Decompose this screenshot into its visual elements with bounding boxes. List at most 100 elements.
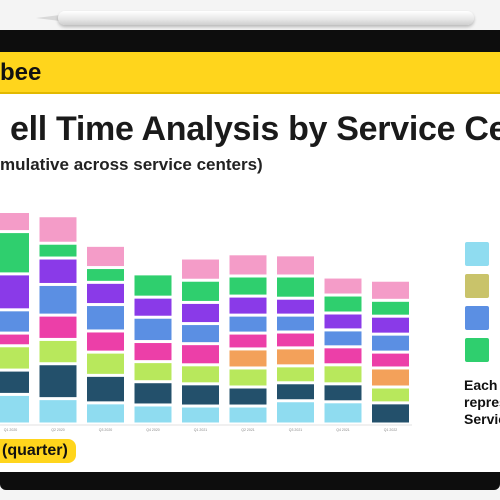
bar-segment <box>87 246 124 267</box>
legend-swatch <box>465 338 489 362</box>
bar-segment <box>372 404 409 423</box>
slide-subtitle: mulative across service centers) <box>0 155 263 174</box>
stylus <box>58 11 474 25</box>
bar-segment <box>182 345 219 364</box>
x-tick-label: Q3 2021 <box>289 428 302 432</box>
bar-segment <box>324 278 362 294</box>
bar-segment <box>182 366 219 383</box>
stylus-tip <box>36 15 60 21</box>
bar-segment <box>277 367 314 382</box>
bar-segment <box>229 297 267 314</box>
bar-segment <box>0 371 29 393</box>
bar-segment <box>229 369 267 386</box>
legend-swatch <box>465 306 489 330</box>
legend-swatch <box>465 242 489 266</box>
bar-segment <box>324 348 362 364</box>
presentation-slide: bee ell Time Analysis by Service Ce mula… <box>0 52 500 472</box>
bar-segment <box>182 281 219 301</box>
legend-note: Each c repres Servic <box>464 377 500 428</box>
bar-segment <box>39 259 77 283</box>
bar-segment <box>372 353 409 367</box>
bar-segment <box>39 340 77 363</box>
bar-segment <box>0 347 29 369</box>
bar-segment <box>324 385 362 401</box>
bar-segment <box>182 259 219 279</box>
bar-segment <box>372 335 409 351</box>
bar-segment <box>229 388 267 405</box>
bar-segment <box>134 275 172 296</box>
bar-segment <box>87 269 124 281</box>
bar-segment <box>0 311 29 332</box>
bar-segment <box>372 388 409 402</box>
header-bar: bee <box>0 52 500 94</box>
slide-title: ell Time Analysis by Service Ce <box>10 110 500 148</box>
x-tick-label: Q4 2021 <box>336 428 349 432</box>
bar-segment <box>372 281 409 299</box>
brand-name: bee <box>0 59 42 86</box>
legend-note-line-3: Servic <box>464 411 500 427</box>
bar-segment <box>0 275 29 309</box>
bar-segment <box>39 217 77 242</box>
x-tick-label: Q1 2022 <box>384 428 397 432</box>
bar-segment <box>277 256 314 275</box>
bar-segment <box>87 376 124 402</box>
bar-segment <box>324 366 362 383</box>
bar-segment <box>182 303 219 323</box>
bar-segment <box>87 283 124 304</box>
bar-segment <box>277 349 314 365</box>
bar-segment <box>229 407 267 423</box>
bar-segment <box>229 277 267 295</box>
bar-segment <box>39 316 77 338</box>
bar-segment <box>0 395 29 423</box>
bar-segment <box>229 255 267 275</box>
stacked-bar-chart: Q1 2020 Q2 2020 Q3 2020 Q4 2020 Q1 2021 Q2 20… <box>0 213 412 432</box>
bar-segment <box>277 402 314 423</box>
bar-segment <box>0 233 29 273</box>
legend-note-line-2: repres <box>464 394 500 410</box>
x-tick-label: Q2 2020 <box>51 428 64 432</box>
bar-segment <box>229 334 267 348</box>
bar-segment <box>39 365 77 398</box>
legend-note-line-1: Each c <box>464 377 500 393</box>
x-tick-label: Q1 2021 <box>194 428 207 432</box>
bar-segment <box>277 384 314 400</box>
x-tick-label: Q3 2020 <box>99 428 112 432</box>
bar-segment <box>324 314 362 329</box>
bar-segment <box>134 318 172 341</box>
bar-segment <box>134 298 172 316</box>
x-tick-label: Q1 2020 <box>4 428 17 432</box>
bar-segment <box>182 385 219 405</box>
bar-segment <box>277 277 314 297</box>
x-tick-label: Q4 2020 <box>146 428 159 432</box>
bar-segment <box>229 350 267 367</box>
bar-segment <box>324 403 362 423</box>
bar-segment <box>39 400 77 423</box>
tablet-bezel-bottom <box>0 482 500 490</box>
bar-segment <box>39 244 77 257</box>
bar-segment <box>0 213 29 231</box>
bar-segment <box>134 363 172 381</box>
bar-segment <box>182 407 219 423</box>
bar-segment <box>134 343 172 361</box>
bar-segment <box>87 332 124 351</box>
bar-segment <box>229 316 267 332</box>
bar-segment <box>87 306 124 330</box>
bar-segment <box>372 301 409 315</box>
bar-segment <box>324 331 362 346</box>
bar-segment <box>277 299 314 314</box>
tablet-frame: bee ell Time Analysis by Service Ce mula… <box>0 30 500 490</box>
bar-segment <box>134 406 172 423</box>
bar-segment <box>134 383 172 404</box>
bar-segment <box>324 296 362 312</box>
x-tick-label: Q2 2021 <box>241 428 254 432</box>
bar-segment <box>277 333 314 347</box>
bar-segment <box>372 317 409 333</box>
bar-segment <box>182 325 219 343</box>
bar-segment <box>39 285 77 314</box>
legend-swatch <box>465 274 489 298</box>
bar-segment <box>87 353 124 374</box>
bar-segment <box>372 369 409 386</box>
x-axis-label: (quarter) <box>0 439 76 463</box>
bar-segment <box>0 334 29 345</box>
